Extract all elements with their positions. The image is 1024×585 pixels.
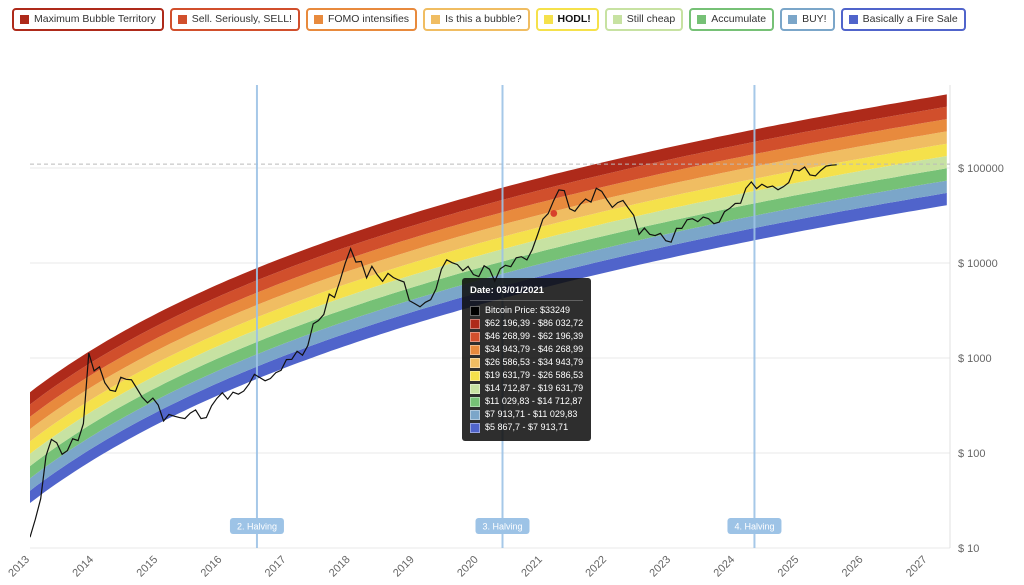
tooltip-band-row: $46 268,99 - $62 196,39 (470, 330, 583, 343)
legend-label: Is this a bubble? (445, 13, 522, 25)
y-axis-tick-label: $ 1000 (958, 353, 992, 365)
band-color-chip (470, 357, 480, 368)
legend-label: BUY! (802, 13, 827, 25)
x-axis-tick-label: 2014 (70, 554, 96, 580)
x-axis-tick-label: 2025 (776, 554, 802, 580)
legend-label: HODL! (557, 13, 591, 25)
band-color-chip (470, 409, 480, 420)
legend-label: Basically a Fire Sale (862, 13, 958, 25)
band-color-chip (470, 383, 480, 394)
tooltip-band-row: $5 867,7 - $7 913,71 (470, 421, 583, 434)
x-axis-tick-label: 2015 (135, 554, 161, 580)
halving-label: 4. Halving (734, 522, 774, 532)
legend-button-accumulate[interactable]: Accumulate (689, 8, 775, 31)
legend-button-hodl[interactable]: HODL! (535, 8, 599, 31)
tooltip-rows: Bitcoin Price: $33249 $62 196,39 - $86 03… (470, 304, 583, 434)
tooltip-date: Date: 03/01/2021 (470, 284, 584, 301)
x-axis-tick-label: 2027 (904, 554, 930, 580)
band-color-chip (470, 422, 480, 433)
hover-marker (550, 210, 558, 217)
bitcoin-price-line (30, 164, 837, 538)
sell-seriously-sell-swatch-icon (177, 14, 187, 24)
tooltip-band-row: $62 196,39 - $86 032,72 (470, 317, 583, 330)
tooltip-band-row: $26 586,53 - $34 943,79 (470, 356, 583, 369)
legend-button-basically-a-fire-sale[interactable]: Basically a Fire Sale (840, 8, 966, 31)
legend-label: FOMO intensifies (327, 13, 410, 25)
tooltip-row-text: $7 913,71 - $11 029,83 (485, 409, 578, 419)
tooltip-row-text: $34 943,79 - $46 268,99 (485, 344, 584, 354)
tooltip-band-row: $11 029,83 - $14 712,87 (470, 395, 583, 408)
buy-swatch-icon (788, 14, 798, 24)
halving-label-box (229, 518, 284, 534)
tooltip-row-text: $26 586,53 - $34 943,79 (485, 357, 584, 367)
tooltip-row-text: $19 631,79 - $26 586,53 (485, 370, 584, 380)
tooltip-row-text: $14 712,87 - $19 631,79 (485, 383, 584, 393)
hodl-swatch-icon (543, 14, 553, 24)
band-color-chip (470, 331, 480, 342)
tooltip-band-row: $34 943,79 - $46 268,99 (470, 343, 583, 356)
basically-a-fire-sale-swatch-icon (848, 14, 858, 24)
x-axis-tick-label: 2020 (455, 554, 481, 580)
band-color-chip (470, 305, 480, 316)
tooltip-band-row: $19 631,79 - $26 586,53 (470, 369, 583, 382)
y-axis-tick-label: $ 10 (958, 543, 979, 555)
legend-button-sell-seriously-sell[interactable]: Sell. Seriously, SELL! (169, 8, 300, 31)
x-axis-tick-label: 2018 (327, 554, 353, 580)
halving-label-box (475, 518, 530, 534)
legend-button-maximum-bubble-territory[interactable]: Maximum Bubble Territory (12, 8, 164, 31)
tooltip-row-text: $11 029,83 - $14 712,87 (485, 396, 583, 406)
is-this-a-bubble-swatch-icon (431, 14, 441, 24)
x-axis-tick-label: 2023 (647, 554, 673, 580)
x-axis-tick-label: 2019 (391, 554, 417, 580)
x-axis-tick-label: 2017 (263, 554, 289, 580)
legend-button-is-this-a-bubble[interactable]: Is this a bubble? (423, 8, 530, 31)
fomo-intensifies-swatch-icon (313, 14, 323, 24)
tooltip: Date: 03/01/2021 Bitcoin Price: $33249 $6… (462, 278, 592, 441)
legend-button-fomo-intensifies[interactable]: FOMO intensifies (305, 8, 418, 31)
tooltip-row-text: $5 867,7 - $7 913,71 (485, 422, 569, 432)
x-axis-tick-label: 2016 (199, 554, 225, 580)
halving-label-box (727, 518, 782, 534)
x-axis-tick-label: 2013 (6, 554, 32, 580)
maximum-bubble-territory-swatch-icon (20, 14, 29, 24)
y-axis-tick-label: $ 100 (958, 448, 986, 460)
legend-bar: Maximum Bubble Territory Sell. Seriously,… (12, 8, 1018, 31)
still-cheap-swatch-icon (612, 14, 622, 24)
band-color-chip (470, 370, 480, 381)
y-axis-tick-label: $ 100000 (958, 163, 1004, 175)
tooltip-price-row: Bitcoin Price: $33249 (470, 304, 583, 317)
y-axis-tick-label: $ 10000 (958, 258, 998, 270)
legend-label: Sell. Seriously, SELL! (191, 13, 292, 25)
tooltip-row-text: $46 268,99 - $62 196,39 (485, 331, 584, 341)
x-axis-tick-label: 2021 (519, 554, 545, 580)
legend-label: Accumulate (711, 13, 767, 25)
legend-button-buy[interactable]: BUY! (780, 8, 835, 31)
band-color-chip (470, 344, 480, 355)
legend-label: Still cheap (626, 13, 676, 25)
x-axis-tick-label: 2024 (712, 554, 738, 580)
x-axis-tick-label: 2022 (583, 554, 609, 580)
legend-label: Maximum Bubble Territory (34, 13, 156, 25)
halving-label: 2. Halving (237, 522, 277, 532)
tooltip-band-row: $14 712,87 - $19 631,79 (470, 382, 583, 395)
tooltip-row-text: $62 196,39 - $86 032,72 (485, 318, 584, 328)
x-axis-tick-label: 2026 (840, 554, 866, 580)
halving-label: 3. Halving (482, 522, 522, 532)
tooltip-row-text: Bitcoin Price: $33249 (485, 305, 571, 315)
legend-button-still-cheap[interactable]: Still cheap (604, 8, 684, 31)
accumulate-swatch-icon (697, 14, 707, 24)
tooltip-band-row: $7 913,71 - $11 029,83 (470, 408, 583, 421)
band-color-chip (470, 396, 480, 407)
band-color-chip (470, 318, 480, 329)
